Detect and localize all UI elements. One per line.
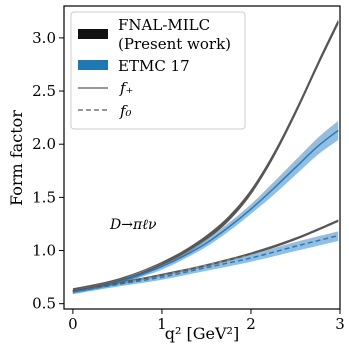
y-axis-label: Form factor: [7, 110, 26, 206]
legend-swatch-fnal: [78, 29, 108, 39]
legend: FNAL-MILC (Present work) ETMC 17 f₊ f₀: [70, 11, 246, 130]
x-axis-ticks: 0 1 2 3: [68, 309, 345, 333]
x-axis-label: q² [GeV²]: [165, 324, 239, 343]
line-fnal-f0: [72, 220, 339, 292]
legend-label-fzero: f₀: [119, 102, 132, 120]
y-tick-label: 2.0: [32, 135, 56, 153]
legend-swatch-etmc: [78, 60, 108, 70]
y-tick-label: 3.0: [32, 29, 56, 47]
y-axis-ticks: 0.5 1.0 1.5 2.0 2.5 3.0: [32, 29, 64, 313]
y-tick-label: 2.5: [32, 82, 56, 100]
line-etmc-f0: [72, 234, 339, 293]
x-tick-label: 2: [246, 315, 256, 333]
legend-label-fnal-line2: (Present work): [118, 35, 231, 53]
plot-frame: [63, 5, 341, 310]
line-fnal-fplus: [72, 21, 339, 292]
legend-label-fplus: f₊: [119, 79, 133, 97]
legend-label-etmc: ETMC 17: [118, 57, 190, 75]
legend-box: [70, 11, 246, 130]
y-tick-label: 0.5: [32, 295, 56, 313]
process-annotation: D→πℓν: [109, 217, 157, 233]
x-tick-label: 0: [68, 315, 78, 333]
line-etmc-fplus: [72, 129, 339, 293]
x-tick-label: 3: [335, 315, 345, 333]
y-tick-label: 1.0: [32, 242, 56, 260]
y-tick-label: 1.5: [32, 188, 56, 206]
x-tick-label: 1: [157, 315, 167, 333]
legend-label-fnal-line1: FNAL-MILC: [118, 16, 210, 34]
series-lines: [72, 21, 339, 293]
